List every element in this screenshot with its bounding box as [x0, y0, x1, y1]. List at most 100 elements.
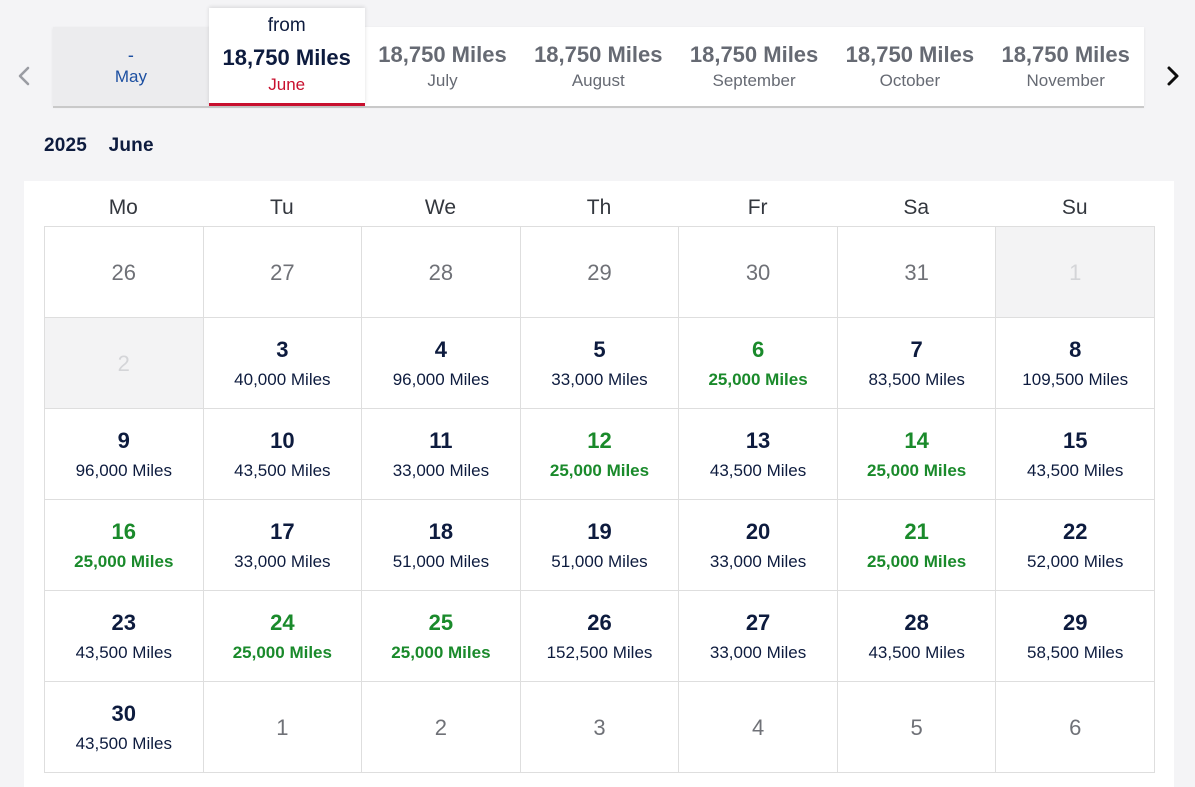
calendar-day-cell[interactable]: 5 33,000 Miles [520, 318, 680, 409]
day-number: 30 [111, 701, 137, 726]
month-label: September [712, 71, 796, 90]
calendar-grid: 26 27 28 29 30 31 1 2 3 40,000 Miles 4 96,000 Miles… [44, 226, 1155, 773]
calendar-day-cell: 30 [679, 227, 838, 318]
calendar-day-cell[interactable]: 18 51,000 Miles [362, 500, 521, 591]
calendar-day-cell: 4 [679, 682, 838, 773]
day-price: 43,500 Miles [75, 734, 172, 753]
calendar-day-cell[interactable]: 4 96,000 Miles [362, 318, 521, 409]
day-number: 26 [587, 610, 612, 635]
day-price: 152,500 Miles [546, 643, 653, 662]
month-tab-november[interactable]: 18,750 Miles November [988, 27, 1144, 106]
day-price: 43,500 Miles [868, 643, 965, 662]
calendar-day-cell[interactable]: 24 25,000 Miles [203, 591, 363, 682]
day-number: 1 [276, 715, 289, 740]
month-miles: - [127, 45, 134, 65]
day-price: 25,000 Miles [867, 461, 967, 480]
day-number: 23 [111, 610, 137, 635]
month-tab-july[interactable]: 18,750 Miles July [365, 27, 521, 106]
calendar-day-cell[interactable]: 15 43,500 Miles [996, 409, 1155, 500]
calendar-panel: Mo Tu We Th Fr Sa Su 26 27 28 29 30 31 1 2 3 40,000 Mil… [24, 181, 1174, 787]
day-price: 109,500 Miles [1022, 370, 1129, 389]
calendar-day-cell[interactable]: 27 33,000 Miles [679, 591, 838, 682]
day-price: 25,000 Miles [549, 461, 650, 480]
day-number: 28 [904, 610, 929, 635]
day-number: 11 [429, 428, 453, 453]
month-label: August [571, 71, 625, 90]
calendar-day-cell[interactable]: 25 25,000 Miles [362, 591, 521, 682]
calendar-day-cell[interactable]: 30 43,500 Miles [45, 682, 204, 773]
calendar-day-cell[interactable]: 29 58,500 Miles [996, 591, 1155, 682]
calendar-day-cell: 5 [837, 682, 997, 773]
calendar-day-cell[interactable]: 13 43,500 Miles [679, 409, 838, 500]
calendar-day-cell[interactable]: 8 109,500 Miles [996, 318, 1155, 409]
month-tab-june[interactable]: from 18,750 Miles June [208, 8, 365, 106]
calendar-day-cell[interactable]: 11 33,000 Miles [362, 409, 521, 500]
calendar-day-cell[interactable]: 9 96,000 Miles [45, 409, 204, 500]
day-price: 33,000 Miles [709, 643, 807, 662]
month-label: October [879, 71, 941, 90]
day-number: 3 [276, 337, 289, 362]
calendar-day-cell[interactable]: 22 52,000 Miles [996, 500, 1155, 591]
next-month-button[interactable] [1161, 58, 1185, 94]
day-number: 5 [593, 337, 606, 362]
day-price: 25,000 Miles [391, 643, 491, 662]
calendar-day-cell[interactable]: 10 43,500 Miles [203, 409, 363, 500]
day-number: 13 [745, 428, 771, 453]
calendar-day-cell: 29 [520, 227, 680, 318]
day-price: 25,000 Miles [232, 643, 332, 662]
calendar-day-cell[interactable]: 3 40,000 Miles [203, 318, 363, 409]
month-tab-september[interactable]: 18,750 Miles September [676, 27, 832, 106]
chevron-right-icon [1167, 66, 1179, 86]
calendar-day-cell[interactable]: 7 83,500 Miles [837, 318, 997, 409]
day-number: 20 [745, 519, 771, 544]
day-price: 25,000 Miles [708, 370, 808, 389]
month-miles: 18,750 Miles [845, 42, 975, 67]
calendar-day-cell[interactable]: 16 25,000 Miles [45, 500, 204, 591]
month-tab-october[interactable]: 18,750 Miles October [832, 27, 988, 106]
calendar-day-cell[interactable]: 20 33,000 Miles [679, 500, 838, 591]
day-number: 4 [434, 337, 448, 362]
calendar-day-cell[interactable]: 19 51,000 Miles [520, 500, 680, 591]
day-number: 8 [1069, 337, 1082, 362]
calendar-day-cell[interactable]: 23 43,500 Miles [45, 591, 204, 682]
day-number: 24 [270, 610, 295, 635]
calendar-day-cell[interactable]: 26 152,500 Miles [520, 591, 680, 682]
day-number: 17 [270, 519, 295, 544]
month-selector: - May from 18,750 Miles June 18,750 Miles July… [53, 8, 1144, 106]
calendar-day-cell: 26 [45, 227, 204, 318]
month-tab-august[interactable]: 18,750 Miles August [520, 27, 676, 106]
chevron-left-icon [18, 66, 30, 86]
calendar-year: 2025 [44, 135, 88, 156]
month-from-label: from [267, 15, 306, 36]
day-price: 83,500 Miles [868, 370, 965, 389]
calendar-day-cell[interactable]: 28 43,500 Miles [837, 591, 997, 682]
calendar-day-cell[interactable]: 17 33,000 Miles [203, 500, 363, 591]
month-label: June [268, 75, 306, 94]
day-price: 51,000 Miles [392, 552, 490, 571]
calendar-day-cell: 2 [362, 682, 521, 773]
day-number: 5 [910, 715, 923, 740]
calendar-day-cell[interactable]: 21 25,000 Miles [837, 500, 997, 591]
calendar-day-cell: 6 [996, 682, 1155, 773]
weekday-tu: Tu [270, 196, 294, 219]
day-price: 96,000 Miles [75, 461, 172, 480]
day-price: 52,000 Miles [1027, 552, 1124, 571]
calendar-day-cell[interactable]: 6 25,000 Miles [679, 318, 838, 409]
calendar-day-cell[interactable]: 14 25,000 Miles [837, 409, 997, 500]
day-number: 19 [587, 519, 612, 544]
calendar-month: June [108, 135, 154, 156]
prev-month-button[interactable] [12, 58, 36, 94]
month-miles: 18,750 Miles [222, 45, 351, 70]
calendar-day-cell[interactable]: 12 25,000 Miles [520, 409, 680, 500]
day-price: 25,000 Miles [74, 552, 174, 571]
month-miles: 18,750 Miles [689, 42, 819, 67]
day-price: 25,000 Miles [867, 552, 967, 571]
day-price: 43,500 Miles [709, 461, 807, 480]
calendar-day-cell: 1 [996, 227, 1155, 318]
month-tab-may[interactable]: - May [53, 27, 209, 106]
calendar-day-cell: 3 [520, 682, 680, 773]
weekday-mo: Mo [108, 196, 138, 219]
day-number: 26 [111, 260, 137, 285]
month-miles: 18,750 Miles [1001, 42, 1130, 67]
day-price: 58,500 Miles [1027, 643, 1124, 662]
